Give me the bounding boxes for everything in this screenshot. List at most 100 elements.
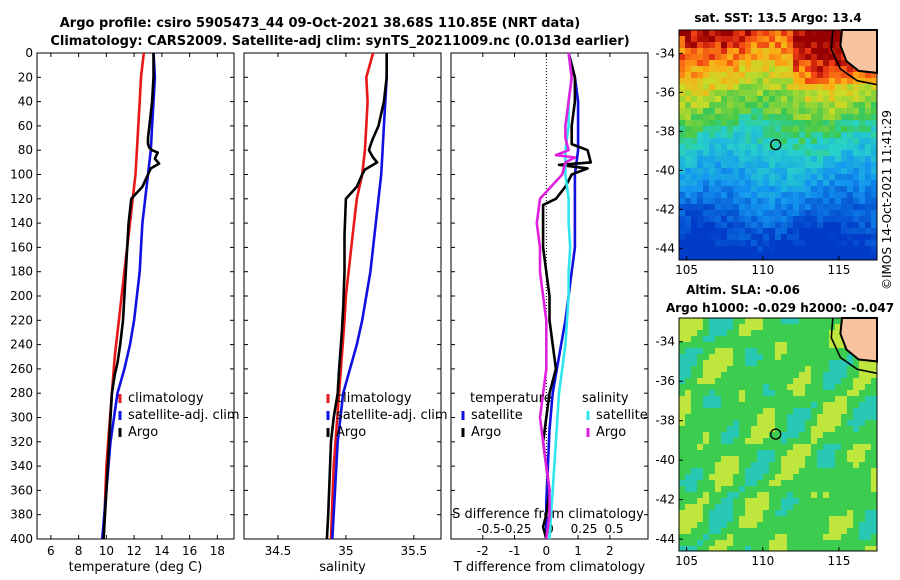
map-cell bbox=[745, 144, 751, 150]
map-cell bbox=[853, 372, 859, 378]
map-cell bbox=[793, 252, 799, 258]
map-cell bbox=[757, 234, 763, 240]
map-cell bbox=[703, 366, 709, 372]
map-cell bbox=[835, 540, 841, 546]
map-cell bbox=[757, 354, 763, 360]
map-cell bbox=[769, 522, 775, 528]
map-cell bbox=[703, 438, 709, 444]
map-cell bbox=[775, 384, 781, 390]
map-cell bbox=[697, 396, 703, 402]
map-cell bbox=[685, 30, 691, 36]
map-cell bbox=[823, 462, 829, 468]
map-cell bbox=[841, 60, 847, 66]
map-cell bbox=[871, 138, 877, 144]
map-cell bbox=[691, 360, 697, 366]
map-cell bbox=[733, 156, 739, 162]
map-cell bbox=[697, 414, 703, 420]
map-cell bbox=[781, 186, 787, 192]
map-cell bbox=[679, 432, 685, 438]
map-cell bbox=[853, 132, 859, 138]
map-cell bbox=[691, 372, 697, 378]
map-cell bbox=[811, 186, 817, 192]
map-cell bbox=[733, 252, 739, 258]
map-cell bbox=[805, 48, 811, 54]
map-cell bbox=[739, 420, 745, 426]
y-tick-label: 260 bbox=[10, 362, 33, 376]
map-cell bbox=[709, 486, 715, 492]
map-cell bbox=[817, 522, 823, 528]
map-cell bbox=[871, 168, 877, 174]
map-cell bbox=[697, 54, 703, 60]
map-cell bbox=[817, 210, 823, 216]
map-cell bbox=[811, 408, 817, 414]
map-cell bbox=[871, 408, 877, 414]
map-cell bbox=[817, 84, 823, 90]
map-cell bbox=[829, 510, 835, 516]
map-cell bbox=[859, 144, 865, 150]
map-cell bbox=[739, 456, 745, 462]
map-cell bbox=[685, 534, 691, 540]
map-cell bbox=[763, 534, 769, 540]
map-cell bbox=[769, 84, 775, 90]
map-cell bbox=[703, 54, 709, 60]
map-cell bbox=[691, 198, 697, 204]
map-cell bbox=[727, 210, 733, 216]
map-cell bbox=[865, 456, 871, 462]
map-cell bbox=[697, 72, 703, 78]
map-cell bbox=[829, 72, 835, 78]
map-cell bbox=[703, 198, 709, 204]
map-cell bbox=[769, 78, 775, 84]
map-cell bbox=[691, 84, 697, 90]
map-cell bbox=[751, 498, 757, 504]
map-cell bbox=[805, 54, 811, 60]
map-cell bbox=[709, 252, 715, 258]
map-cell bbox=[847, 360, 853, 366]
map-cell bbox=[775, 156, 781, 162]
map-cell bbox=[697, 462, 703, 468]
map-cell bbox=[823, 42, 829, 48]
map-cell bbox=[817, 450, 823, 456]
map-cell bbox=[829, 378, 835, 384]
map-cell bbox=[865, 168, 871, 174]
map-cell bbox=[739, 156, 745, 162]
map-cell bbox=[823, 228, 829, 234]
map-cell bbox=[703, 402, 709, 408]
map-cell bbox=[811, 258, 817, 260]
map-cell bbox=[751, 480, 757, 486]
map-cell bbox=[733, 234, 739, 240]
map-cell bbox=[691, 66, 697, 72]
map-cell bbox=[769, 420, 775, 426]
map-cell bbox=[715, 378, 721, 384]
map-cell bbox=[793, 546, 799, 551]
map-cell bbox=[697, 222, 703, 228]
map-cell bbox=[709, 48, 715, 54]
map-cell bbox=[871, 156, 877, 162]
map-cell bbox=[835, 192, 841, 198]
legend-label: Argo bbox=[596, 425, 626, 440]
map-cell bbox=[709, 120, 715, 126]
map-cell bbox=[859, 450, 865, 456]
map-cell bbox=[847, 396, 853, 402]
map-cell bbox=[859, 180, 865, 186]
map-cell bbox=[847, 102, 853, 108]
map-cell bbox=[781, 180, 787, 186]
map-cell bbox=[829, 156, 835, 162]
map-cell bbox=[751, 504, 757, 510]
map-cell bbox=[757, 516, 763, 522]
map-cell bbox=[817, 78, 823, 84]
map-cell bbox=[685, 72, 691, 78]
map-cell bbox=[865, 474, 871, 480]
map-cell bbox=[727, 474, 733, 480]
map-cell bbox=[805, 486, 811, 492]
map-cell bbox=[781, 474, 787, 480]
map-cell bbox=[769, 102, 775, 108]
map-cell bbox=[805, 78, 811, 84]
map-cell bbox=[835, 240, 841, 246]
map-cell bbox=[739, 144, 745, 150]
map-cell bbox=[775, 516, 781, 522]
map-cell bbox=[763, 480, 769, 486]
map-cell bbox=[745, 468, 751, 474]
map-cell bbox=[799, 96, 805, 102]
map-cell bbox=[703, 204, 709, 210]
map-cell bbox=[787, 210, 793, 216]
